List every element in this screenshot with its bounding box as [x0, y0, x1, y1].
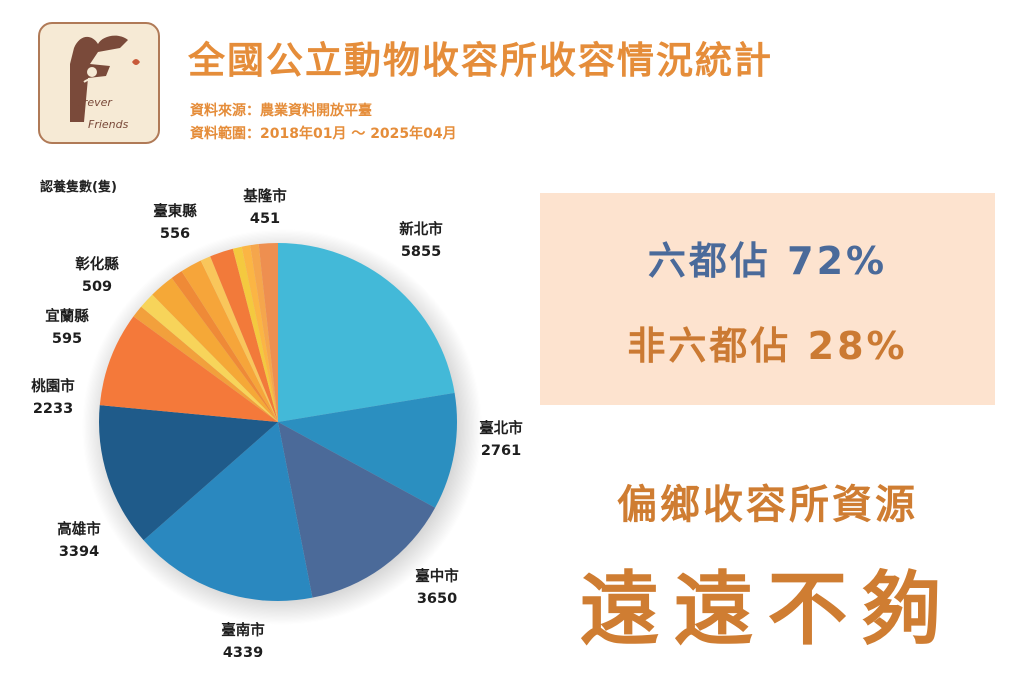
slice-label-yilan: 宜蘭縣 595	[45, 309, 89, 347]
non-six-cities-share: 非六都佔 28%	[627, 324, 908, 368]
slice-label-taichung: 臺中市 3650	[415, 569, 459, 607]
pie-slice-高雄市	[98, 405, 278, 541]
pie-slice-14	[241, 245, 278, 422]
pie-slice-桃園市	[99, 316, 278, 422]
data-source: 資料來源：農業資料開放平臺	[190, 103, 372, 119]
slice-label-keelung: 基隆市 451	[243, 189, 287, 227]
message-line-1: 偏鄉收容所資源	[617, 482, 918, 528]
pie-slice-新北市	[278, 243, 455, 422]
slice-label-taoyuan: 桃園市 2233	[31, 379, 75, 417]
pie-slice-臺東縣	[210, 248, 278, 422]
pie-slice-7	[141, 294, 278, 422]
pie-slice-臺南市	[143, 422, 313, 601]
data-range: 資料範圍：2018年01月 ～ 2025年04月	[190, 126, 457, 142]
page-title: 全國公立動物收容所收容情況統計	[188, 39, 773, 82]
svg-text:Friends: Friends	[88, 118, 129, 131]
slice-label-changhua: 彰化縣 509	[75, 257, 119, 295]
value-label: 認養隻數(隻)	[40, 180, 117, 195]
six-cities-share: 六都佔 72%	[647, 239, 888, 283]
message-line-2: 遠遠不夠	[579, 563, 956, 656]
pie-slice-宜蘭縣	[152, 277, 278, 422]
pie-slice-臺北市	[278, 392, 457, 508]
pie-slice-彰化縣	[181, 260, 278, 422]
rabbit-dog-logo-icon: Furever Friends	[70, 35, 140, 131]
slice-label-tainan: 臺南市 4339	[221, 623, 265, 661]
slice-label-kaohsiung: 高雄市 3394	[57, 522, 101, 560]
pie-slice-9	[171, 271, 278, 422]
slice-label-taipei: 臺北市 2761	[479, 421, 523, 459]
pie-slice-6	[133, 306, 278, 422]
pie-slice-13	[232, 246, 278, 422]
share-summary-box: 六都佔 72% 非六都佔 28%	[540, 193, 995, 405]
svg-text:Furever: Furever	[70, 96, 113, 109]
pie-slice-臺中市	[278, 422, 436, 598]
pie-slice-11	[200, 256, 278, 422]
pie-slice-基隆市	[258, 243, 278, 422]
logo: Furever Friends	[38, 22, 160, 144]
slice-label-taitung: 臺東縣 556	[153, 204, 197, 242]
slice-label-xinbei: 新北市 5855	[399, 222, 443, 260]
pie-slice-15	[250, 244, 278, 422]
